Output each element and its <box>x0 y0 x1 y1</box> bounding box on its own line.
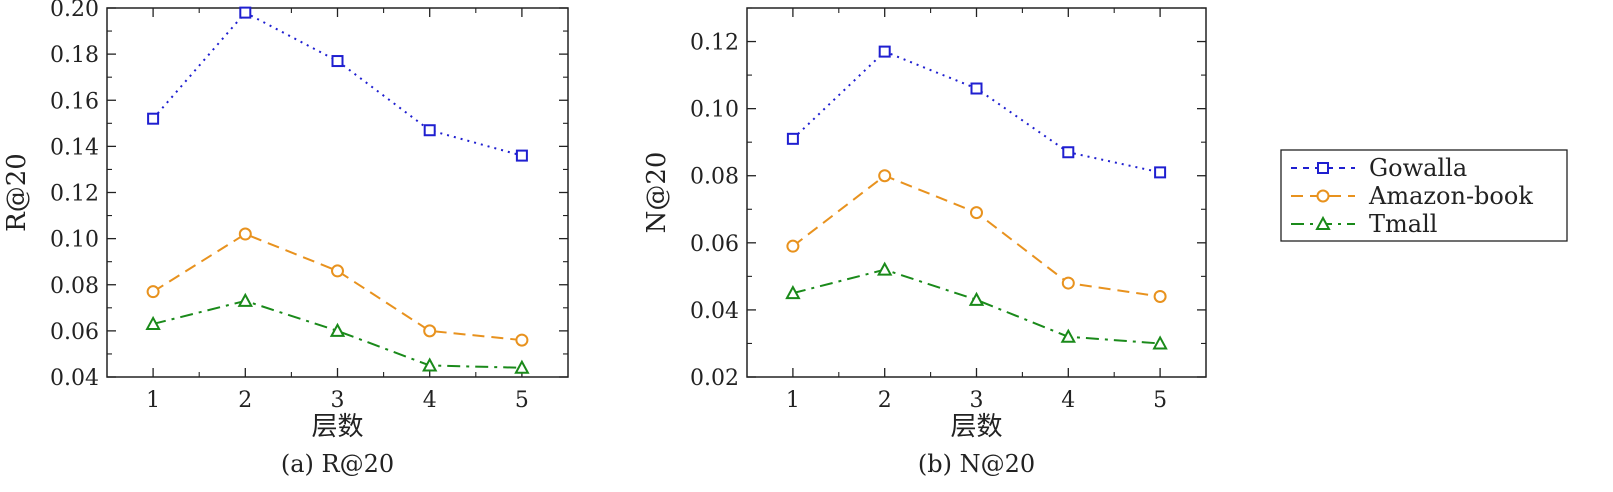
data-point <box>786 132 799 145</box>
legend-label: Gowalla <box>1369 154 1467 182</box>
data-point <box>970 206 983 220</box>
legend-entry: Gowalla <box>1291 154 1467 182</box>
data-point <box>145 315 161 330</box>
series-line <box>152 232 522 342</box>
data-point <box>1152 335 1168 350</box>
x-axis-label: 层数 <box>311 412 363 442</box>
data-point <box>1154 166 1167 179</box>
data-point <box>239 6 252 19</box>
data-point <box>331 264 344 278</box>
data-point <box>422 357 438 372</box>
chart-a-r20: 0.04 0.06 0.08 0.10 0.12 0.14 0.16 0.18 0.20 1 2 3 4… <box>2 0 569 478</box>
data-point <box>878 169 892 183</box>
circle-marker <box>1316 189 1330 203</box>
legend-entry: Tmall <box>1291 210 1437 238</box>
data-point <box>423 324 437 338</box>
data-point <box>968 291 985 306</box>
data-point <box>786 239 800 253</box>
y-tick-label: 0.04 <box>50 366 99 391</box>
data-point <box>423 124 436 137</box>
y-tick-label: 0.10 <box>50 228 99 253</box>
legend-label: Amazon-book <box>1368 182 1533 210</box>
y-tick-label: 0.16 <box>50 89 99 114</box>
x-tick-label: 3 <box>331 388 345 413</box>
data-point <box>514 359 530 374</box>
series-line <box>792 268 1161 345</box>
x-axis-label: 层数 <box>950 412 1002 442</box>
chart-caption: (b) N@20 <box>918 450 1035 478</box>
y-tick-label: 0.18 <box>50 43 99 68</box>
series-gowalla <box>786 45 1167 179</box>
legend-label: Tmall <box>1369 210 1437 238</box>
data-point <box>878 45 891 58</box>
y-tick-label: 0.06 <box>50 320 99 345</box>
data-point <box>515 149 528 162</box>
y-tick-label: 0.20 <box>50 0 99 22</box>
square-marker <box>1317 162 1329 174</box>
data-point <box>1062 146 1075 159</box>
data-point <box>877 261 893 276</box>
data-point <box>1060 328 1076 343</box>
plot-frame <box>746 7 1207 378</box>
data-point <box>238 227 252 241</box>
y-axis-label: R@20 <box>2 153 32 232</box>
data-point <box>331 55 344 68</box>
data-point <box>146 285 160 299</box>
data-point <box>147 112 160 125</box>
y-tick-label: 0.02 <box>690 366 739 391</box>
series-amazon-book <box>146 227 529 347</box>
data-point <box>329 322 346 337</box>
y-tick-label: 0.12 <box>50 182 99 207</box>
y-tick-label: 0.06 <box>690 232 739 257</box>
y-axis-label: N@20 <box>642 152 672 234</box>
y-tick-label: 0.12 <box>690 31 739 56</box>
y-tick-label: 0.10 <box>690 98 739 123</box>
data-point <box>1061 276 1075 290</box>
x-tick-label: 2 <box>238 388 252 413</box>
triangle-marker <box>1315 215 1331 230</box>
x-tick-label: 2 <box>878 388 892 413</box>
data-point <box>970 82 983 95</box>
series-line <box>792 50 1161 174</box>
series-gowalla <box>147 6 528 162</box>
x-tick-label: 5 <box>515 388 529 413</box>
chart-caption: (a) R@20 <box>281 450 394 478</box>
data-point <box>1153 289 1167 303</box>
y-tick-label: 0.04 <box>690 299 739 324</box>
x-tick-label: 4 <box>423 388 437 413</box>
y-tick-label: 0.08 <box>690 165 739 190</box>
y-tick-label: 0.14 <box>50 135 99 160</box>
series-amazon-book <box>786 169 1167 303</box>
data-point <box>785 285 801 300</box>
legend-entry: Amazon-book <box>1291 182 1533 210</box>
series-tmall <box>785 261 1168 350</box>
series-line <box>152 299 522 369</box>
series-tmall <box>145 292 530 374</box>
x-tick-label: 3 <box>970 388 984 413</box>
y-tick-label: 0.08 <box>50 274 99 299</box>
data-point <box>237 292 253 307</box>
chart-b-n20: 0.02 0.04 0.06 0.08 0.10 0.12 1 2 3 4 5 层数 N@20 (b) N… <box>642 7 1207 478</box>
series-line <box>152 11 523 157</box>
x-tick-label: 5 <box>1153 388 1167 413</box>
x-tick-label: 4 <box>1061 388 1075 413</box>
x-tick-label: 1 <box>786 388 800 413</box>
data-point <box>515 333 529 347</box>
x-tick-label: 1 <box>146 388 160 413</box>
